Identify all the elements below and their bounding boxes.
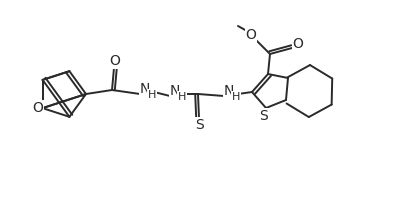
Text: H: H <box>148 90 156 100</box>
Text: O: O <box>292 37 303 51</box>
Text: O: O <box>246 28 257 42</box>
Text: O: O <box>109 54 120 68</box>
Text: S: S <box>260 109 268 123</box>
Text: N: N <box>140 82 150 96</box>
Text: N: N <box>170 84 180 98</box>
Text: O: O <box>32 101 43 115</box>
Text: H: H <box>178 92 186 102</box>
Text: H: H <box>232 92 240 102</box>
Text: S: S <box>196 118 204 132</box>
Text: N: N <box>224 84 234 98</box>
